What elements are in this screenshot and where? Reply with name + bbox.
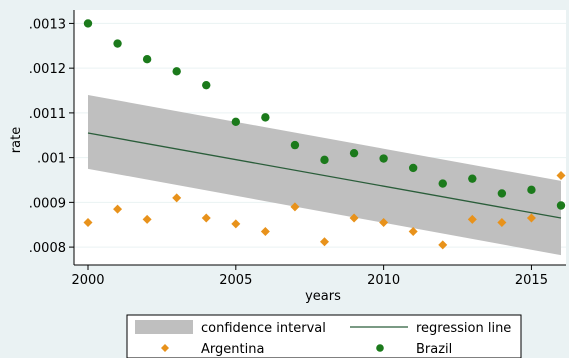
x-tick-label-1: 2005	[219, 273, 252, 288]
argentina-point-2012	[438, 240, 448, 250]
data-points	[83, 19, 566, 250]
argentina-point-2007	[290, 202, 300, 212]
brazil-point-2001	[113, 39, 122, 48]
argentina-point-2015	[526, 213, 536, 223]
brazil-point-2011	[408, 163, 418, 173]
argentina-point-2010	[379, 218, 389, 227]
argentina-point-2005	[231, 219, 241, 229]
brazil-point-2016	[556, 201, 566, 210]
axes: .0008 .0009 .001 .0011 .0012 .0013 2000 2005 201…	[29, 10, 566, 288]
legend-label-brazil: Brazil	[416, 342, 452, 357]
argentina-point-2001	[113, 204, 123, 214]
brazil-point-2005	[231, 117, 241, 127]
x-tick-label-3: 2015	[515, 273, 548, 288]
brazil-point-2003	[172, 67, 181, 76]
argentina-point-2009	[349, 213, 359, 223]
brazil-point-2004	[202, 80, 211, 90]
brazil-point-2013	[468, 174, 477, 183]
brazil-point-2014	[497, 189, 507, 198]
legend-label-regression-line: regression line	[416, 321, 511, 336]
brazil-point-2010	[379, 154, 388, 163]
y-tick-label-1: .0009	[29, 196, 66, 211]
legend-swatch-argentina	[161, 344, 169, 352]
regression-line	[87, 132, 562, 219]
argentina-point-2006	[260, 226, 270, 236]
y-tick-label-4: .0012	[29, 62, 66, 77]
brazil-point-2002	[142, 55, 152, 64]
y-tick-label-2: .001	[37, 152, 66, 167]
regression-line-path	[87, 132, 562, 219]
legend-label-confidence-interval: confidence interval	[201, 321, 326, 336]
y-tick-label-3: .0011	[29, 107, 66, 122]
brazil-point-2008	[320, 155, 329, 165]
brazil-point-2007	[290, 140, 300, 150]
argentina-point-2016	[556, 171, 566, 181]
x-tick-label-0: 2000	[71, 273, 104, 288]
argentina-point-2000	[83, 218, 93, 227]
x-axis-title: years	[305, 289, 341, 304]
argentina-point-2003	[172, 193, 182, 203]
argentina-point-2002	[142, 214, 152, 224]
legend-label-argentina: Argentina	[201, 342, 264, 357]
y-tick-label-0: .0008	[29, 241, 66, 256]
brazil-point-2000	[83, 19, 93, 28]
x-tick-label-2: 2010	[367, 273, 400, 288]
brazil-point-2015	[527, 185, 536, 195]
argentina-point-2008	[320, 237, 329, 247]
y-tick-label-5: .0013	[29, 17, 66, 32]
argentina-point-2011	[408, 226, 418, 236]
argentina-point-2013	[467, 214, 477, 224]
legend: confidence interval regression line Argent…	[126, 314, 522, 358]
argentina-point-2014	[497, 218, 507, 227]
brazil-point-2006	[261, 113, 270, 122]
y-axis-title: rate	[9, 127, 24, 153]
brazil-point-2009	[349, 148, 359, 158]
legend-swatch-confidence-interval	[135, 320, 193, 334]
brazil-point-2012	[438, 179, 447, 188]
legend-swatch-brazil	[376, 344, 384, 352]
argentina-point-2004	[201, 213, 211, 223]
